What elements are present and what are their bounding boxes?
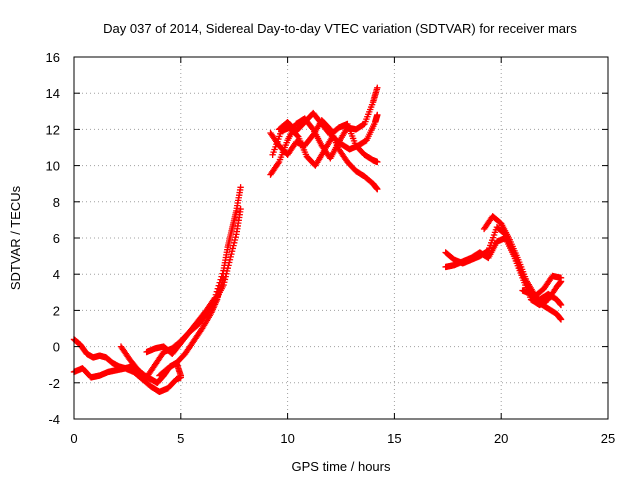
y-tick-labels: -4 -2 0 2 4 6 8 10 12 14 16 <box>46 50 60 427</box>
data-point <box>225 262 232 269</box>
data-point <box>374 185 381 193</box>
y-tick-label: 12 <box>46 122 60 137</box>
data-point <box>228 248 236 255</box>
x-axis-label: GPS time / hours <box>292 459 391 474</box>
data-point <box>226 256 234 263</box>
y-tick-label: 14 <box>46 86 60 101</box>
data-point <box>226 259 233 266</box>
y-tick-label: 0 <box>53 340 60 355</box>
series-segment-5 <box>156 274 227 379</box>
x-tick-label: 5 <box>177 431 184 446</box>
data-point <box>232 233 239 241</box>
data-point <box>223 270 230 277</box>
data-point <box>231 239 238 247</box>
data-point <box>229 245 236 252</box>
chart-title: Day 037 of 2014, Sidereal Day-to-day VTE… <box>103 21 577 36</box>
y-tick-label: 2 <box>53 303 60 318</box>
data-point <box>374 111 381 119</box>
data-point <box>374 158 381 166</box>
data-point <box>223 267 231 275</box>
data-points <box>70 84 565 396</box>
x-tick-label: 0 <box>70 431 77 446</box>
x-tick-label: 10 <box>280 431 294 446</box>
x-tick-labels: 0 5 10 15 20 25 <box>70 431 615 446</box>
y-tick-label: 16 <box>46 50 60 65</box>
x-tick-label: 15 <box>387 431 401 446</box>
data-point <box>557 274 565 282</box>
series-segment-2 <box>70 365 184 396</box>
data-point <box>557 301 565 309</box>
data-point <box>557 316 565 323</box>
data-point <box>274 160 282 167</box>
data-point <box>231 236 239 244</box>
axis-ticks <box>73 56 609 420</box>
y-tick-label: -2 <box>48 376 60 391</box>
data-point <box>294 132 301 139</box>
y-axis-label: SDTVAR / TECUs <box>8 185 23 290</box>
series-segment-9 <box>275 109 381 166</box>
data-point <box>227 253 234 261</box>
gridlines <box>74 57 608 419</box>
x-tick-label: 25 <box>601 431 615 446</box>
data-point <box>237 205 244 213</box>
data-point <box>228 250 235 258</box>
data-point <box>374 84 381 91</box>
y-tick-label: 10 <box>46 159 60 174</box>
y-tick-label: 4 <box>53 267 60 282</box>
data-point <box>230 242 237 249</box>
data-point <box>177 374 184 381</box>
data-point <box>220 274 227 282</box>
data-point <box>224 264 231 272</box>
data-point <box>237 184 244 191</box>
series-segment-8 <box>269 111 381 169</box>
series-segment-13 <box>519 287 565 309</box>
x-tick-label: 20 <box>494 431 508 446</box>
y-tick-label: 6 <box>53 231 60 246</box>
y-tick-label: -4 <box>48 412 60 427</box>
y-tick-label: 8 <box>53 195 60 210</box>
